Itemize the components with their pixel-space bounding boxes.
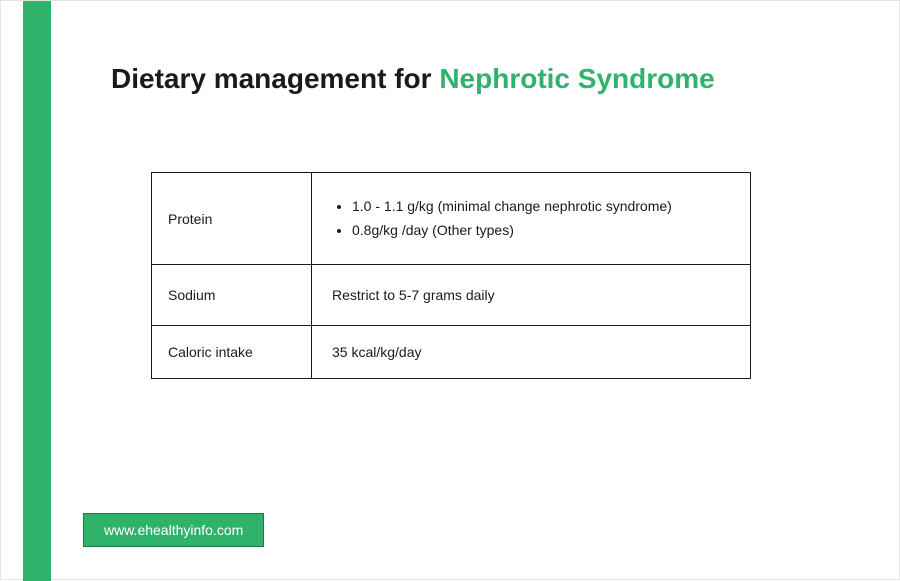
row-value: 35 kcal/kg/day: [312, 326, 750, 378]
list-item: 1.0 - 1.1 g/kg (minimal change nephrotic…: [352, 196, 672, 217]
row-label: Caloric intake: [152, 326, 312, 378]
table-row: Sodium Restrict to 5-7 grams daily: [152, 265, 750, 326]
row-label: Protein: [152, 173, 312, 264]
row-label: Sodium: [152, 265, 312, 325]
content-area: Dietary management for Nephrotic Syndrom…: [111, 61, 859, 379]
title-highlight: Nephrotic Syndrome: [439, 63, 714, 94]
accent-side-bar: [23, 1, 51, 581]
list-item: 0.8g/kg /day (Other types): [352, 220, 672, 241]
row-value: Restrict to 5-7 grams daily: [312, 265, 750, 325]
table-row: Protein 1.0 - 1.1 g/kg (minimal change n…: [152, 173, 750, 265]
source-badge: www.ehealthyinfo.com: [83, 513, 264, 547]
page-title: Dietary management for Nephrotic Syndrom…: [111, 61, 859, 97]
source-url: www.ehealthyinfo.com: [104, 522, 243, 538]
title-prefix: Dietary management for: [111, 63, 439, 94]
row-value: 1.0 - 1.1 g/kg (minimal change nephrotic…: [312, 173, 750, 264]
bullet-list: 1.0 - 1.1 g/kg (minimal change nephrotic…: [332, 193, 672, 244]
table-row: Caloric intake 35 kcal/kg/day: [152, 326, 750, 378]
dietary-table: Protein 1.0 - 1.1 g/kg (minimal change n…: [151, 172, 751, 379]
